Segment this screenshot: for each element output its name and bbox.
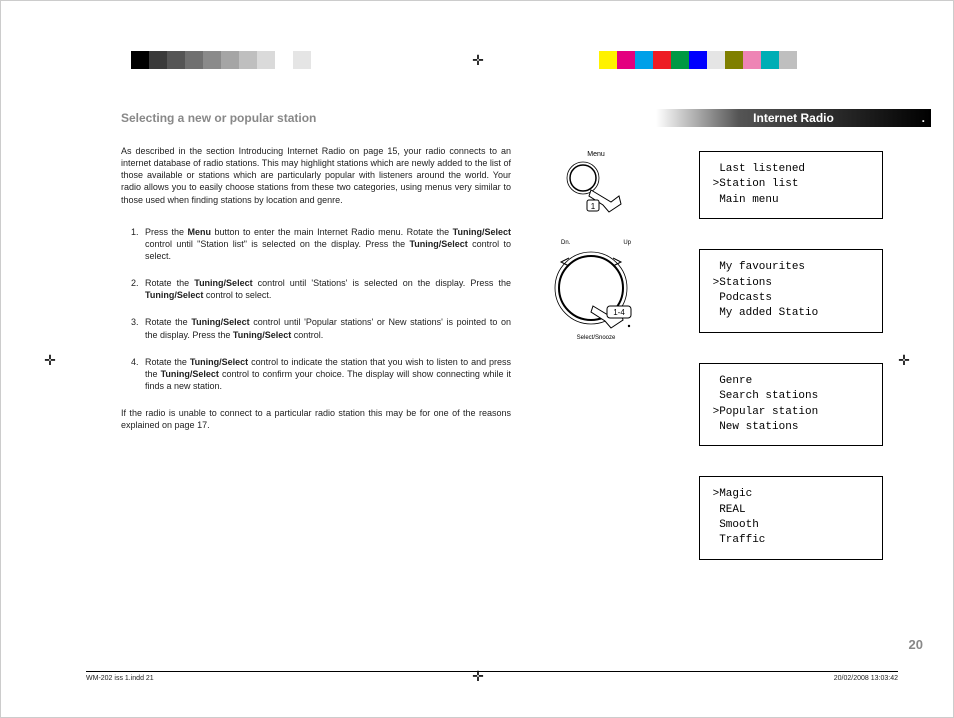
color-swatch xyxy=(275,51,293,69)
footer-bar: WM-202 iss 1.indd 21 20/02/2008 13:03:42 xyxy=(86,671,898,682)
step-item: Rotate the Tuning/Select control until '… xyxy=(141,277,511,301)
step-item: Rotate the Tuning/Select control to indi… xyxy=(141,356,511,392)
menu-button-icon: 1 xyxy=(531,160,661,215)
footer-left: WM-202 iss 1.indd 21 xyxy=(86,675,154,682)
color-swatch xyxy=(293,51,311,69)
color-swatch xyxy=(221,51,239,69)
page-number: 20 xyxy=(909,637,923,652)
reg-left: ✛ xyxy=(43,353,57,367)
colorbar-left xyxy=(131,51,311,69)
color-swatch xyxy=(581,51,599,69)
reg-top-center: ✛ xyxy=(471,53,485,67)
intro-text: As described in the section Introducing … xyxy=(121,145,511,206)
tuning-dial-icon: 1-4 xyxy=(531,248,661,333)
dial-badge: 1-4 xyxy=(613,308,625,317)
text-column: Selecting a new or popular station As de… xyxy=(121,111,521,431)
color-swatch xyxy=(635,51,653,69)
color-swatch xyxy=(707,51,725,69)
step-item: Rotate the Tuning/Select control until '… xyxy=(141,316,511,340)
color-swatch xyxy=(239,51,257,69)
color-swatch xyxy=(167,51,185,69)
color-swatch xyxy=(149,51,167,69)
color-swatch xyxy=(689,51,707,69)
page-root: ✛ ✛ ✛ ✛ Internet Radio Selecting a new o… xyxy=(0,0,954,718)
radio-display: Genre Search stations >Popular station N… xyxy=(699,363,883,447)
dial-bottom-label: Select/Snooze xyxy=(531,335,661,341)
color-swatch xyxy=(617,51,635,69)
color-swatch xyxy=(761,51,779,69)
color-swatch xyxy=(203,51,221,69)
dial-up-label: Up xyxy=(623,240,631,246)
footer-right: 20/02/2008 13:03:42 xyxy=(834,675,898,682)
color-swatch xyxy=(725,51,743,69)
radio-display: Last listened >Station list Main menu xyxy=(699,151,883,219)
color-swatch xyxy=(653,51,671,69)
color-swatch xyxy=(743,51,761,69)
radio-display: My favourites >Stations Podcasts My adde… xyxy=(699,249,883,333)
color-swatch xyxy=(779,51,797,69)
color-swatch xyxy=(599,51,617,69)
dial-icon-wrap: Dn. Up 1-4 Select/Snooze xyxy=(531,240,661,341)
menu-label: Menu xyxy=(531,151,661,158)
radio-display: >Magic REAL Smooth Traffic xyxy=(699,476,883,560)
color-swatch xyxy=(185,51,203,69)
display-column: Last listened >Station list Main menu My… xyxy=(699,151,883,590)
menu-badge: 1 xyxy=(591,202,596,211)
reg-right: ✛ xyxy=(897,353,911,367)
step-item: Press the Menu button to enter the main … xyxy=(141,226,511,262)
icon-column: Menu 1 Dn. Up xyxy=(521,111,661,431)
dial-top-labels: Dn. Up xyxy=(561,240,631,246)
color-swatch xyxy=(671,51,689,69)
dial-dn-label: Dn. xyxy=(561,240,570,246)
color-swatch xyxy=(257,51,275,69)
colorbar-right xyxy=(581,51,797,69)
section-title: Selecting a new or popular station xyxy=(121,111,511,125)
color-swatch xyxy=(131,51,149,69)
steps-list: Press the Menu button to enter the main … xyxy=(121,226,511,392)
footnote-text: If the radio is unable to connect to a p… xyxy=(121,407,511,431)
